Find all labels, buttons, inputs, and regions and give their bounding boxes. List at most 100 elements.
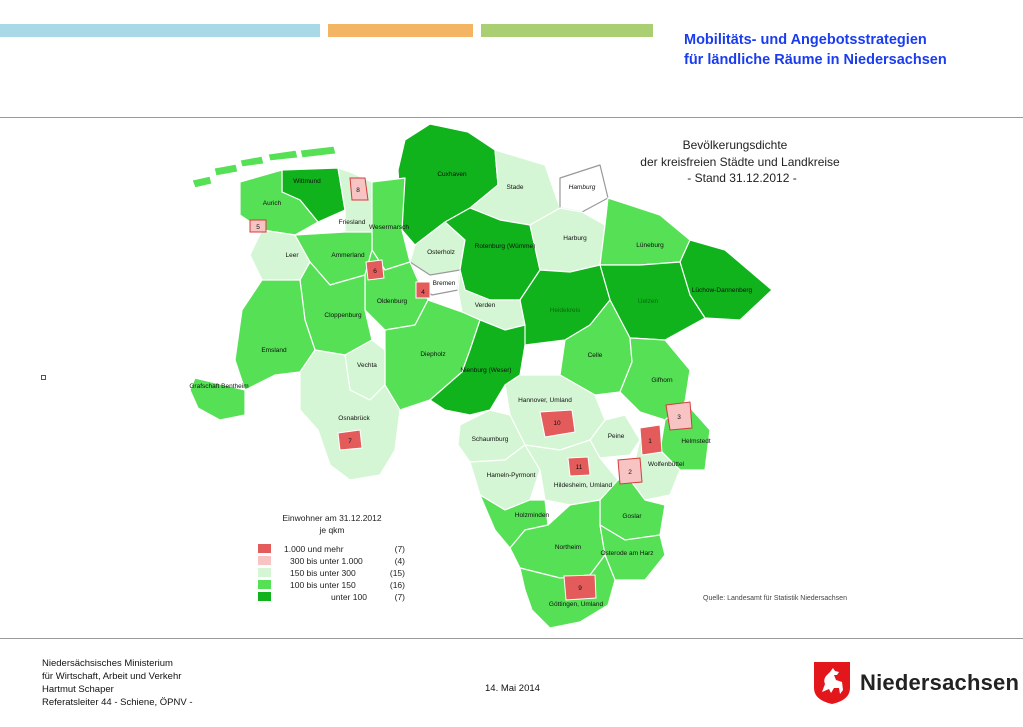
header-bar-green: [481, 24, 653, 37]
map-title: Bevölkerungsdichte der kreisfreien Städt…: [640, 138, 840, 185]
slide-title-line2: für ländliche Räume in Niedersachsen: [684, 52, 947, 68]
label-uelzen: Uelzen: [638, 298, 659, 305]
top-divider: [0, 117, 1023, 118]
label-rotenburg: Rotenburg (Wümme): [475, 243, 536, 250]
map-regions: [189, 123, 773, 629]
label-goettingen: Göttingen, Umland: [549, 601, 604, 608]
label-goslar: Goslar: [622, 513, 642, 520]
label-hameln: Hameln-Pyrmont: [487, 472, 536, 479]
slide-title-line1: Mobilitäts- und Angebotsstrategien: [684, 32, 927, 48]
label-vechta: Vechta: [357, 362, 377, 369]
city-11-hildesheim: [567, 456, 591, 477]
legend-count-5: (7): [395, 592, 406, 602]
footer-org-line4: Referatsleiter 44 - Schiene, ÖPNV -: [42, 697, 193, 708]
label-osterode: Osterode am Harz: [600, 550, 653, 557]
city-number-6: 6: [373, 268, 377, 275]
footer-date: 14. Mai 2014: [485, 683, 540, 694]
legend-swatch-4: [258, 580, 271, 589]
label-stade: Stade: [507, 184, 524, 191]
footer-org-line2: für Wirtschaft, Arbeit und Verkehr: [42, 671, 182, 682]
horse-crest-icon: [814, 662, 850, 704]
label-schaumburg: Schaumburg: [472, 436, 509, 443]
legend-count-1: (7): [395, 544, 406, 554]
map-source: Quelle: Landesamt für Statistik Niedersa…: [703, 595, 847, 602]
niedersachsen-logo: Niedersachsen: [812, 660, 1019, 706]
legend-range-4: 100 bis unter 150: [290, 580, 356, 590]
label-celle: Celle: [588, 352, 603, 359]
legend-swatch-1: [258, 544, 271, 553]
region-aurich: [239, 169, 319, 236]
region-lueneburg: [599, 197, 691, 266]
region-islands: [191, 145, 337, 189]
region-osnabrueck: [299, 349, 401, 481]
city-7-osnabrueck: [337, 429, 363, 451]
label-harburg: Harburg: [563, 235, 587, 242]
region-bentheim: [189, 377, 246, 421]
city-number-1: 1: [648, 438, 652, 445]
city-5-emden: [249, 219, 267, 233]
city-6-oldenburg: [365, 259, 385, 281]
logo-text: Niedersachsen: [860, 670, 1020, 695]
legend-count-3: (15): [390, 568, 405, 578]
label-northeim: Northeim: [555, 544, 581, 551]
label-hannover: Hannover, Umland: [518, 397, 572, 404]
city-2-salzgitter: [617, 457, 643, 485]
map-title-line1: Bevölkerungsdichte: [683, 138, 788, 152]
region-emsland: [234, 279, 316, 391]
legend-swatch-5: [258, 592, 271, 601]
city-8-wilhelmshaven: [349, 177, 369, 201]
city-number-labels: 1 2 3 4 5 6 7 8 9 10 11: [256, 187, 681, 592]
city-number-7: 7: [348, 438, 352, 445]
label-wesermarsch: Wesermarsch: [369, 224, 409, 231]
label-leer: Leer: [285, 252, 299, 259]
label-cuxhaven: Cuxhaven: [437, 171, 467, 178]
bullet-marker: [41, 375, 46, 380]
city-3-wolfsburg: [665, 401, 693, 431]
legend-range-5: unter 100: [331, 592, 367, 602]
label-hamburg: Hamburg: [569, 184, 596, 191]
city-number-9: 9: [578, 585, 582, 592]
city-4-delmenhorst: [415, 281, 431, 299]
legend-swatch-2: [258, 556, 271, 565]
label-helmstedt: Helmstedt: [681, 438, 710, 445]
legend-title-line2: je qkm: [318, 525, 344, 535]
label-wittmund: Wittmund: [293, 178, 321, 185]
legend-count-2: (4): [395, 556, 406, 566]
bottom-divider: [0, 638, 1023, 639]
legend-title-line1: Einwohner am 31.12.2012: [282, 513, 382, 523]
legend-swatch-3: [258, 568, 271, 577]
label-luechow: Lüchow-Dannenberg: [692, 287, 753, 294]
label-emsland: Emsland: [261, 347, 287, 354]
label-lueneburg: Lüneburg: [636, 242, 664, 249]
city-number-10: 10: [553, 420, 561, 427]
label-osnabrueck: Osnabrück: [338, 415, 370, 422]
label-diepholz: Diepholz: [420, 351, 445, 358]
legend-range-2: 300 bis unter 1.000: [290, 556, 363, 566]
label-aurich: Aurich: [263, 200, 282, 207]
region-hamburg: [559, 164, 609, 213]
header-bar-blue: [0, 24, 320, 37]
region-labels: Cuxhaven Wittmund Aurich Friesland Stade…: [189, 171, 752, 608]
city-10-hannover: [539, 409, 576, 438]
label-gifhorn: Gifhorn: [651, 377, 673, 384]
label-bentheim: Grafschaft Bentheim: [189, 383, 248, 390]
legend-count-4: (16): [390, 580, 405, 590]
city-number-3: 3: [677, 414, 681, 421]
header-bar-orange: [328, 24, 473, 37]
city-number-4: 4: [421, 289, 425, 296]
label-verden: Verden: [475, 302, 496, 309]
city-number-2: 2: [628, 469, 632, 476]
footer-org-line3: Hartmut Schaper: [42, 684, 114, 695]
slide-title: Mobilitäts- und Angebotsstrategien für l…: [684, 30, 947, 70]
label-ammerland: Ammerland: [331, 252, 365, 259]
city-9-goettingen: [563, 574, 597, 601]
label-hildesheim: Hildesheim, Umland: [554, 482, 613, 489]
label-cloppenburg: Cloppenburg: [324, 312, 362, 319]
label-nienburg: Nienburg (Weser): [460, 367, 511, 374]
label-bremen: Bremen: [433, 280, 456, 287]
city-number-11: 11: [576, 464, 583, 471]
city-markers: [249, 177, 693, 601]
legend-range-1: 1.000 und mehr: [284, 544, 344, 554]
legend-range-3: 150 bis unter 300: [290, 568, 356, 578]
